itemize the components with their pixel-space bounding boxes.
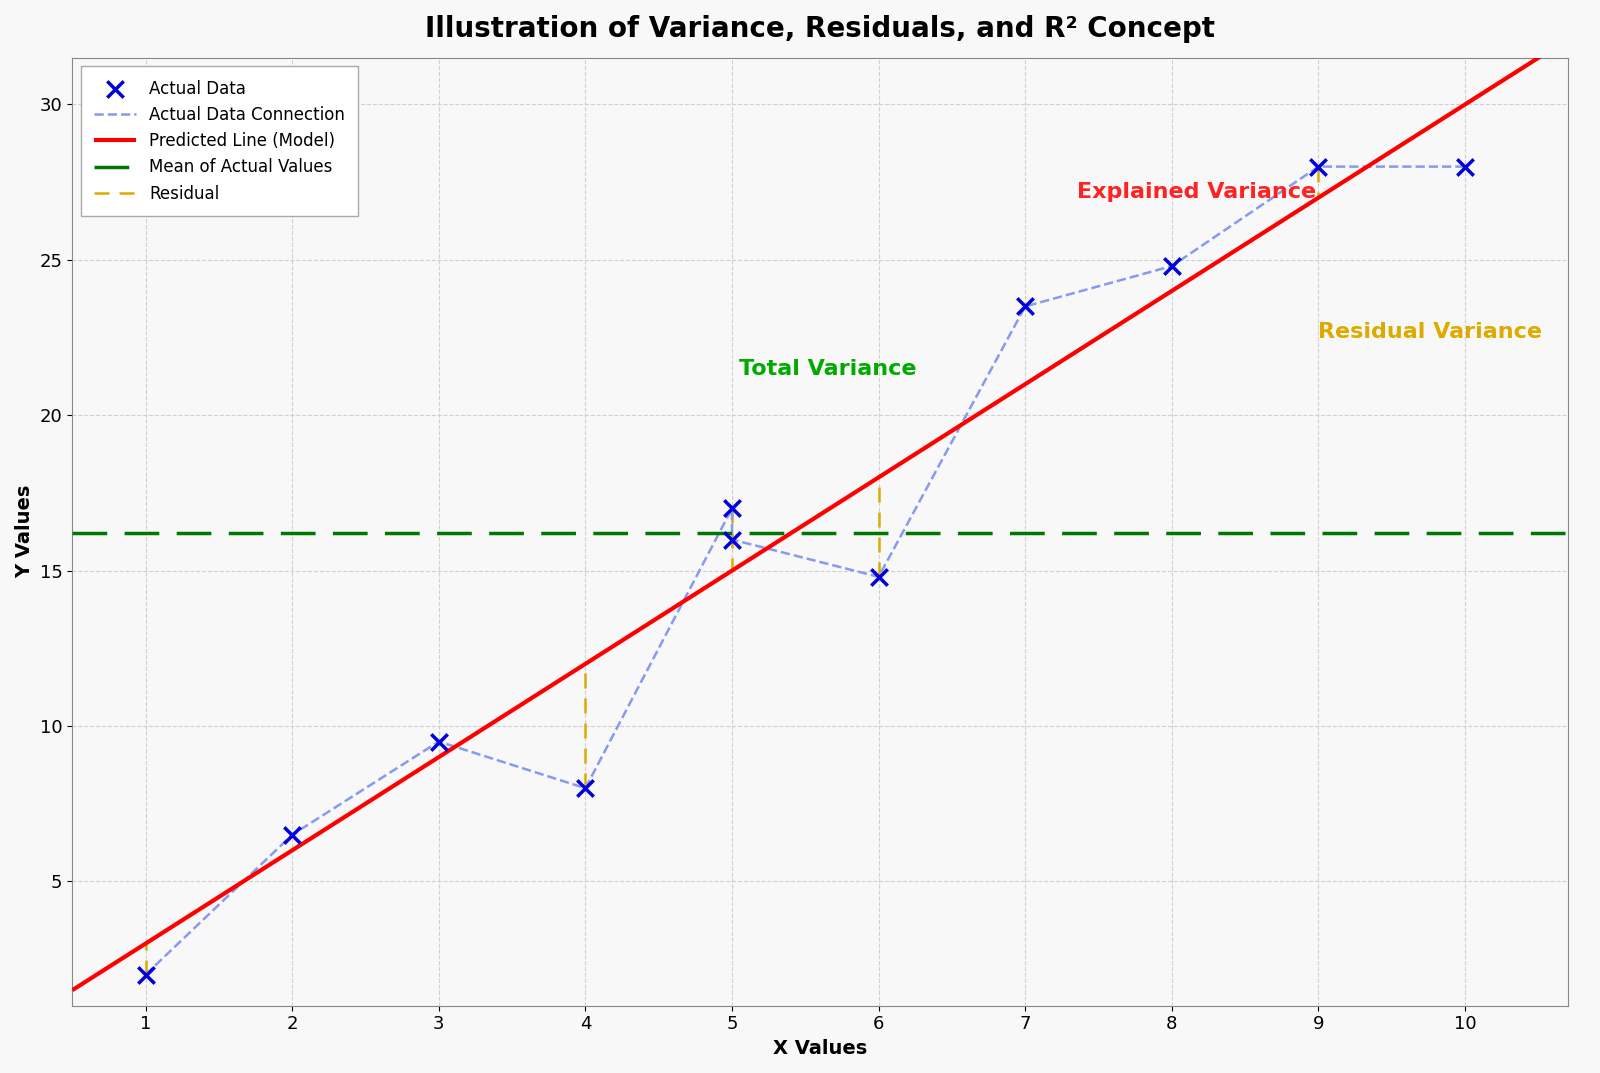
Residual	[136, 937, 155, 950]
Actual Data	[1013, 298, 1038, 315]
Legend: Actual Data, Actual Data Connection, Predicted Line (Model), Mean of Actual Valu: Actual Data, Actual Data Connection, Pre…	[80, 67, 358, 216]
Actual Data Connection	[1162, 260, 1181, 273]
Residual	[136, 968, 155, 981]
Actual Data Connection	[429, 735, 448, 748]
Actual Data Connection	[136, 968, 155, 981]
Actual Data	[426, 733, 451, 750]
Actual Data	[1306, 158, 1331, 175]
Actual Data Connection	[283, 828, 302, 841]
Actual Data	[573, 780, 598, 797]
Actual Data Connection	[869, 571, 888, 584]
Text: Explained Variance: Explained Variance	[1077, 181, 1315, 202]
Actual Data Connection	[723, 533, 742, 546]
Actual Data	[1453, 158, 1478, 175]
Actual Data Connection	[723, 502, 742, 515]
Actual Data Connection	[1016, 300, 1035, 313]
Actual Data Connection	[1309, 160, 1328, 173]
Actual Data	[280, 826, 306, 843]
Y-axis label: Y Values: Y Values	[14, 485, 34, 578]
Mean of Actual Values	[0, 527, 8, 540]
Actual Data Connection	[576, 782, 595, 795]
Actual Data	[133, 966, 158, 983]
Mean of Actual Values	[136, 527, 155, 540]
X-axis label: X Values: X Values	[773, 1039, 867, 1058]
Title: Illustration of Variance, Residuals, and R² Concept: Illustration of Variance, Residuals, and…	[426, 15, 1214, 43]
Actual Data Connection	[1456, 160, 1475, 173]
Text: Total Variance: Total Variance	[739, 358, 917, 379]
Line: Actual Data Connection: Actual Data Connection	[146, 166, 1466, 974]
Actual Data	[1158, 258, 1184, 275]
Actual Data	[720, 531, 746, 548]
Actual Data	[866, 569, 891, 586]
Text: Residual Variance: Residual Variance	[1318, 322, 1542, 341]
Actual Data	[720, 500, 746, 517]
